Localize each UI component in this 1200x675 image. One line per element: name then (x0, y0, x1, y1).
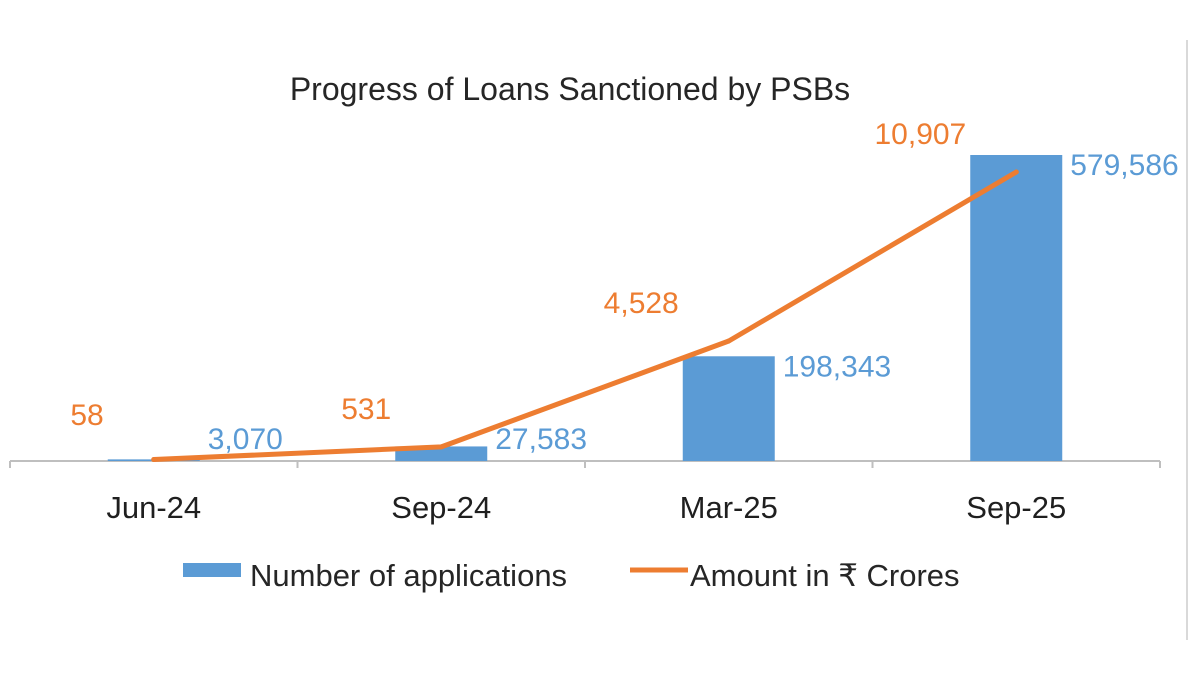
category-label: Jun-24 (106, 490, 201, 525)
line-data-label: 4,528 (604, 287, 679, 320)
bar-data-label: 579,586 (1070, 149, 1178, 182)
bar-applications-mar-25 (682, 356, 775, 461)
chart-title: Progress of Loans Sanctioned by PSBs (290, 71, 850, 107)
amount-point (151, 456, 157, 462)
legend-bar-label: Number of applications (250, 558, 567, 593)
bar-data-labels: 3,070 27,583 198,343 579,586 (208, 149, 1179, 456)
bar-data-label: 198,343 (783, 350, 891, 383)
amount-point (1013, 169, 1019, 175)
category-labels: Jun-24 Sep-24 Mar-25 Sep-25 (106, 490, 1066, 525)
line-data-labels: 58 531 4,528 10,907 (70, 118, 966, 432)
bar-data-label: 3,070 (208, 423, 283, 456)
amount-point (438, 444, 444, 450)
amount-point (726, 338, 732, 344)
category-label: Sep-25 (966, 490, 1066, 525)
line-data-label: 58 (70, 399, 103, 432)
line-data-label: 10,907 (874, 118, 966, 151)
amount-line (151, 169, 1019, 462)
line-series (151, 169, 1019, 462)
line-data-label: 531 (341, 393, 391, 426)
bar-series (107, 155, 1063, 461)
bar-applications-sep-25 (970, 155, 1063, 461)
category-label: Mar-25 (680, 490, 778, 525)
bar-data-label: 27,583 (495, 423, 587, 456)
legend: Number of applications Amount in ₹ Crores (183, 558, 960, 593)
legend-line-label: Amount in ₹ Crores (690, 558, 960, 593)
legend-bar-swatch (183, 563, 241, 577)
x-axis-ticks (9, 461, 1161, 468)
category-label: Sep-24 (391, 490, 491, 525)
